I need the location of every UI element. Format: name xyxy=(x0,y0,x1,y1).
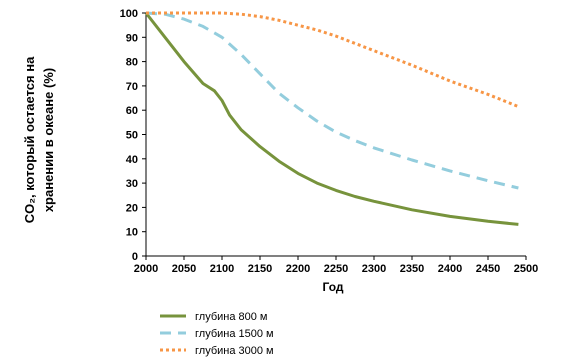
x-tick-label: 2300 xyxy=(362,263,386,275)
x-axis-title: Год xyxy=(323,280,344,294)
y-axis-title-line1: CO₂, который остается на xyxy=(22,56,37,223)
y-axis-title: CO₂, который остается на хранении в океа… xyxy=(22,56,56,223)
x-tick-label: 2200 xyxy=(286,263,310,275)
y-tick-label: 90 xyxy=(126,32,138,44)
x-tick-label: 2500 xyxy=(514,263,538,275)
x-tick-label: 2400 xyxy=(438,263,462,275)
y-tick-label: 0 xyxy=(132,251,138,263)
series-line-2 xyxy=(145,11,519,190)
series-layer xyxy=(144,11,519,226)
y-tick-label: 10 xyxy=(126,227,138,239)
y-tick-label: 80 xyxy=(126,57,138,69)
y-axis: 0 10 20 30 40 50 60 70 80 90 100 xyxy=(120,8,147,263)
legend-label-1: глубина 800 м xyxy=(195,311,267,323)
legend-label-2: глубина 1500 м xyxy=(195,328,274,340)
y-axis-title-line2: хранении в океане (%) xyxy=(41,68,56,212)
y-tick-label: 40 xyxy=(126,154,138,166)
y-tick-label: 100 xyxy=(120,8,138,20)
y-tick-label: 20 xyxy=(126,202,138,214)
series-line-3 xyxy=(146,11,519,108)
legend: глубина 800 м глубина 1500 м глубина 3000 … xyxy=(160,311,274,357)
x-tick-label: 2250 xyxy=(324,263,348,275)
y-tick-label: 30 xyxy=(126,178,138,190)
x-tick-label: 2150 xyxy=(248,263,272,275)
y-tick-label: 60 xyxy=(126,105,138,117)
x-tick-label: 2350 xyxy=(400,263,424,275)
series-line-1 xyxy=(144,12,519,226)
legend-label-3: глубина 3000 м xyxy=(195,345,274,357)
x-tick-label: 2050 xyxy=(172,263,196,275)
y-tick-label: 50 xyxy=(126,130,138,142)
y-tick-label: 70 xyxy=(126,81,138,93)
x-axis: 2000 2050 2100 2150 2200 2250 2300 2350 2400 2450… xyxy=(134,255,538,275)
x-tick-label: 2000 xyxy=(134,263,158,275)
x-tick-label: 2450 xyxy=(476,263,500,275)
x-tick-label: 2100 xyxy=(210,263,234,275)
